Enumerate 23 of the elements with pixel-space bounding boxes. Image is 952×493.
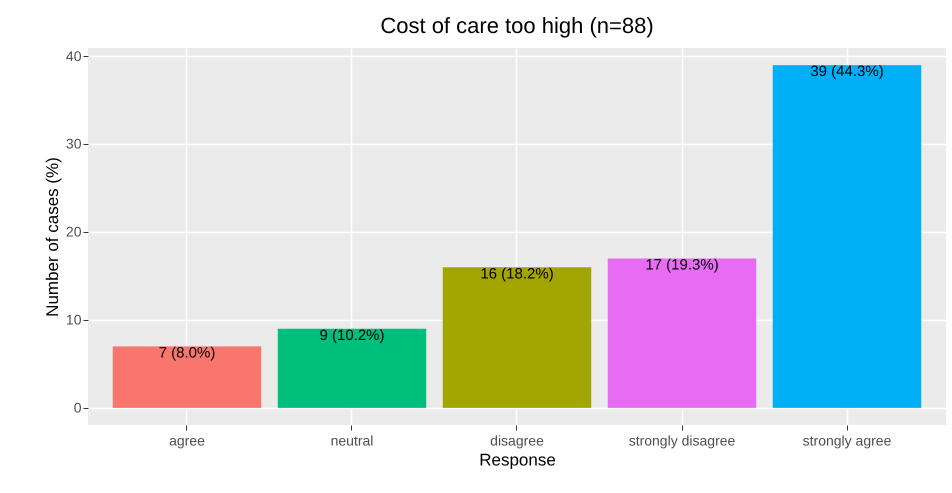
x-tick-label: agree bbox=[169, 432, 206, 448]
data-label: 39 (44.3%) bbox=[810, 63, 884, 80]
y-tick-label: 30 bbox=[66, 136, 82, 152]
y-tick-label: 10 bbox=[66, 311, 82, 328]
data-label: 9 (10.2%) bbox=[319, 326, 385, 344]
data-label: 7 (8.0%) bbox=[158, 344, 216, 362]
x-tick-label: strongly agree bbox=[802, 432, 892, 448]
bar bbox=[772, 65, 922, 408]
y-axis-title: Number of cases (%) bbox=[42, 157, 62, 317]
bar bbox=[608, 258, 756, 408]
y-tick-label: 20 bbox=[66, 224, 82, 240]
bar bbox=[112, 346, 262, 408]
bar bbox=[278, 328, 426, 408]
x-axis-title: Response bbox=[479, 450, 556, 470]
x-tick-label: disagree bbox=[490, 432, 544, 448]
data-label: 16 (18.2%) bbox=[480, 265, 554, 282]
chart-title: Cost of care too high (n=88) bbox=[380, 13, 654, 38]
y-tick-label: 0 bbox=[74, 399, 82, 416]
x-tick-label: strongly disagree bbox=[628, 432, 736, 448]
bar bbox=[442, 267, 592, 408]
data-label: 17 (19.3%) bbox=[645, 256, 719, 274]
y-tick-label: 40 bbox=[66, 48, 82, 64]
x-tick-label: neutral bbox=[330, 432, 374, 448]
